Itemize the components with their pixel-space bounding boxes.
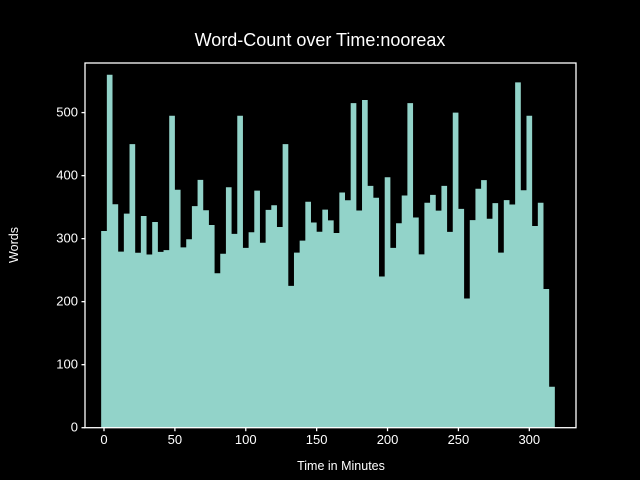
svg-text:500: 500 (56, 105, 78, 120)
svg-text:250: 250 (448, 432, 470, 447)
svg-text:300: 300 (56, 231, 78, 246)
svg-text:0: 0 (100, 432, 107, 447)
svg-text:100: 100 (56, 357, 78, 372)
svg-text:50: 50 (168, 432, 182, 447)
svg-text:150: 150 (306, 432, 328, 447)
svg-text:200: 200 (56, 294, 78, 309)
svg-text:300: 300 (518, 432, 540, 447)
svg-text:0: 0 (71, 420, 78, 435)
svg-text:100: 100 (235, 432, 257, 447)
svg-text:400: 400 (56, 168, 78, 183)
svg-text:200: 200 (377, 432, 399, 447)
